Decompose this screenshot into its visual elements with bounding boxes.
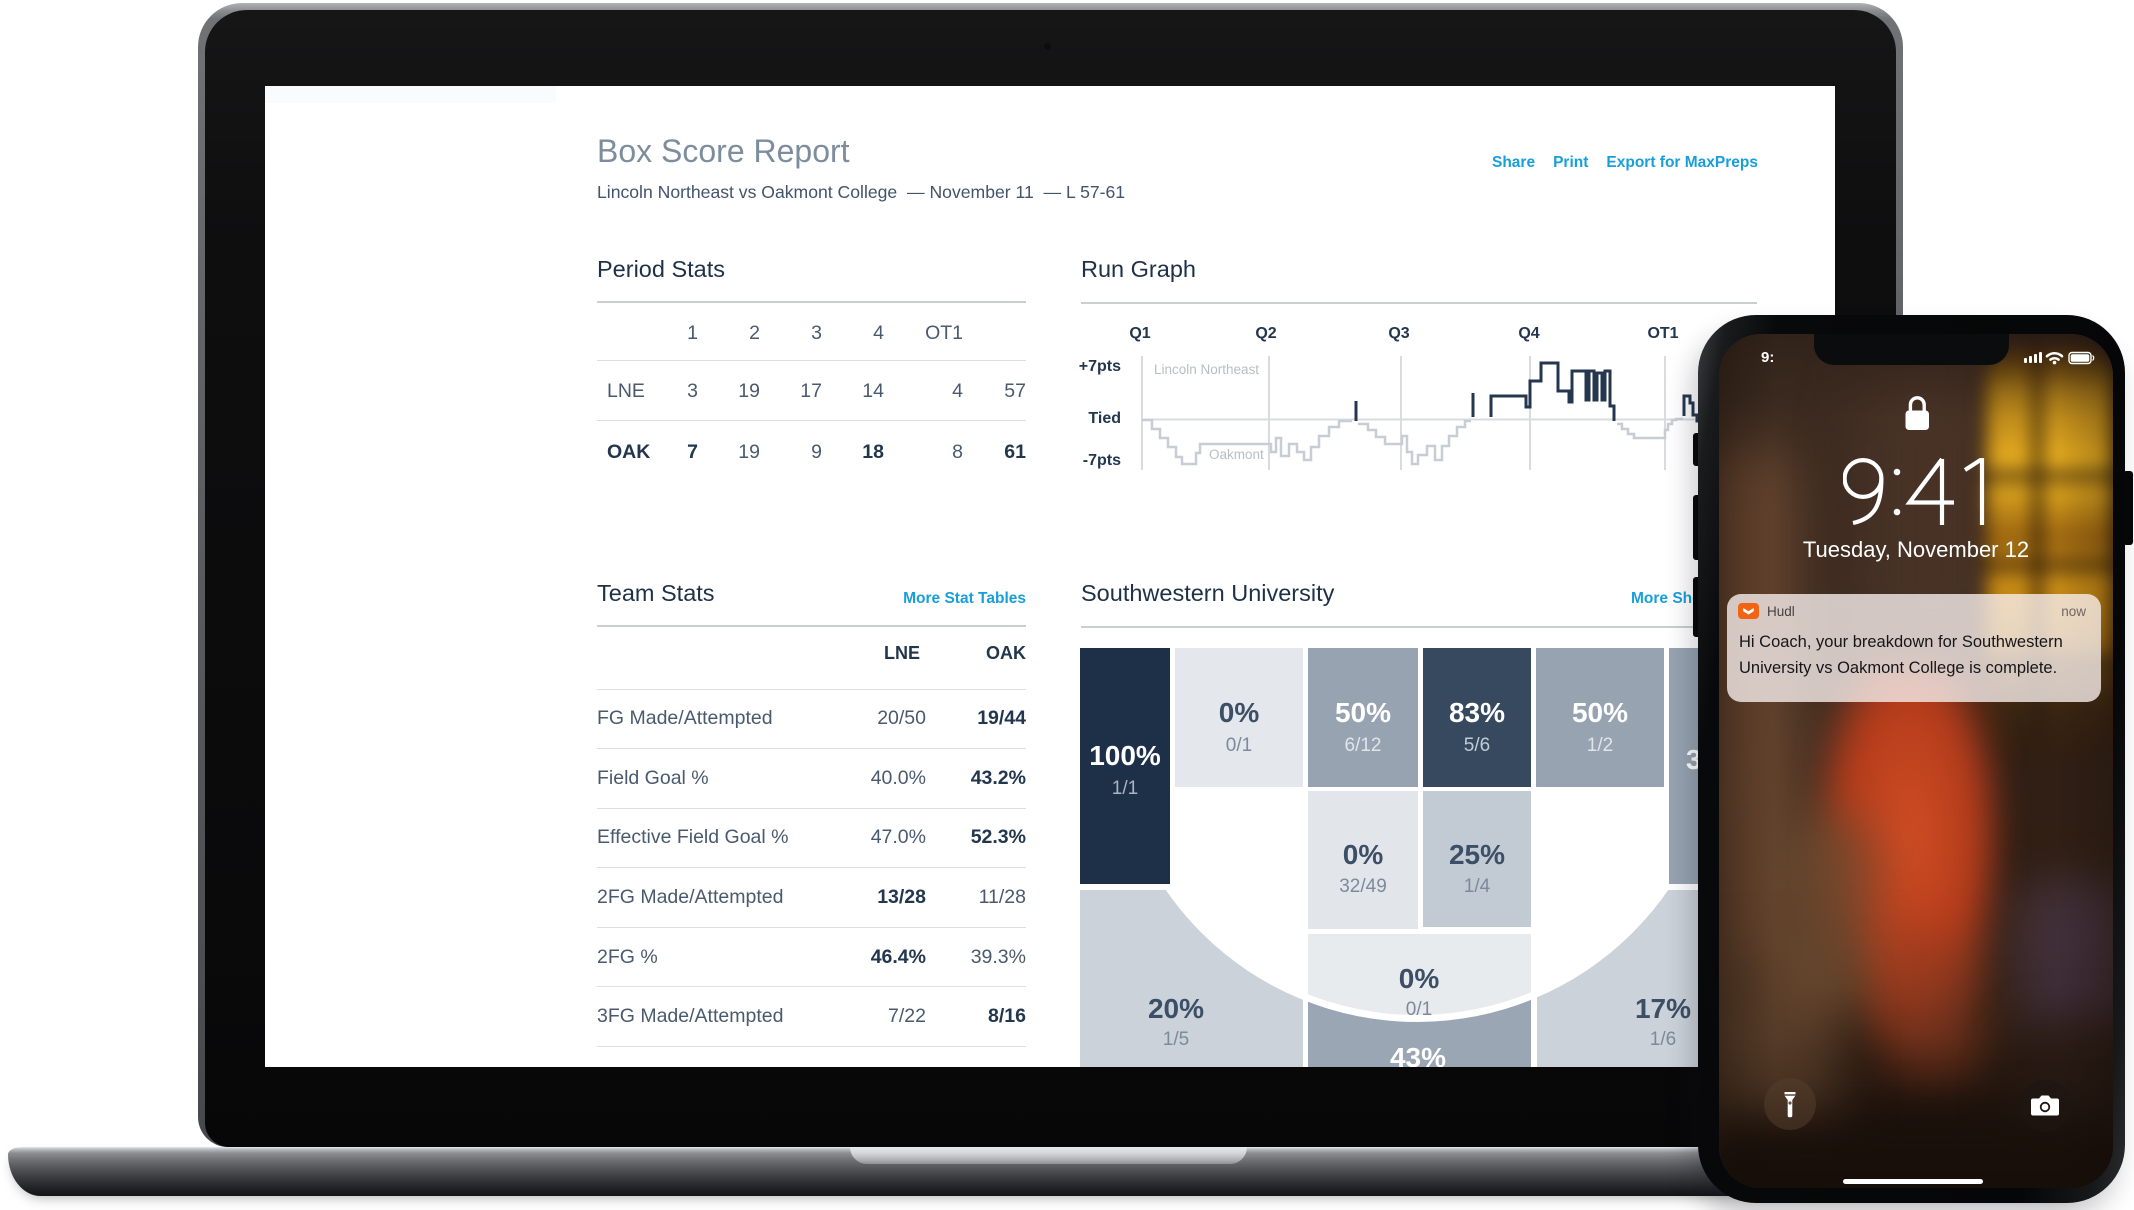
svg-text:20%: 20% (1148, 993, 1204, 1024)
svg-text:1/1: 1/1 (1112, 778, 1138, 799)
svg-text:32/49: 32/49 (1339, 876, 1387, 897)
svg-text:1/5: 1/5 (1163, 1029, 1189, 1050)
svg-text:25%: 25% (1449, 839, 1505, 870)
svg-text:Oakmont: Oakmont (1209, 447, 1264, 462)
svg-text:43%: 43% (1390, 1042, 1446, 1067)
svg-text:0%: 0% (1219, 697, 1260, 728)
svg-text:5/6: 5/6 (1464, 735, 1490, 756)
svg-text:1/4: 1/4 (1464, 876, 1491, 897)
svg-text:0/1: 0/1 (1226, 735, 1252, 756)
svg-text:17%: 17% (1635, 993, 1691, 1024)
svg-text:83%: 83% (1449, 697, 1505, 728)
svg-text:1/2: 1/2 (1587, 735, 1613, 756)
svg-text:Lincoln Northeast: Lincoln Northeast (1154, 362, 1259, 377)
svg-text:0%: 0% (1343, 839, 1384, 870)
svg-text:50%: 50% (1572, 697, 1628, 728)
svg-text:50%: 50% (1335, 697, 1391, 728)
svg-text:0/1: 0/1 (1406, 999, 1432, 1020)
svg-text:6/12: 6/12 (1345, 735, 1382, 756)
svg-text:0%: 0% (1399, 963, 1440, 994)
svg-text:100%: 100% (1089, 740, 1161, 771)
svg-text:1/6: 1/6 (1650, 1029, 1676, 1050)
